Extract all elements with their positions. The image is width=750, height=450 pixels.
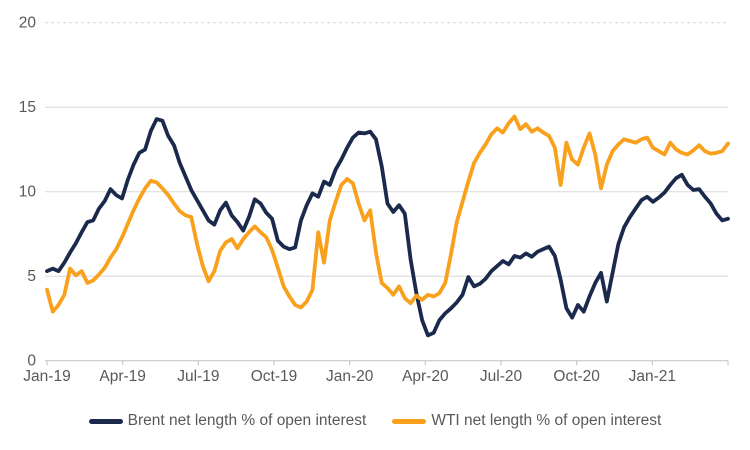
legend-item-wti: WTI net length % of open interest xyxy=(392,412,661,430)
legend-item-brent: Brent net length % of open interest xyxy=(88,412,367,430)
brent-line-swatch xyxy=(88,418,123,424)
x-tick-label: Oct-19 xyxy=(251,368,298,385)
y-tick-label: 0 xyxy=(27,353,36,370)
x-tick-label: Jul-20 xyxy=(480,368,523,385)
x-tick-label: Jan-21 xyxy=(629,368,676,385)
brent-series-line xyxy=(45,117,730,338)
wti-line-swatch xyxy=(392,418,427,424)
brent-legend-label: Brent net length % of open interest xyxy=(127,412,367,429)
wti-series-line xyxy=(45,114,730,314)
wti-legend-label: WTI net length % of open interest xyxy=(431,412,662,429)
chart-area: Jan-19 Apr-19 Jul-19 Oct-19 Jan-20 Apr-20 Jul-… xyxy=(19,15,730,385)
x-tick-label: Jan-19 xyxy=(23,368,70,385)
net-length-line-chart: Jan-19 Apr-19 Jul-19 Oct-19 Jan-20 Apr-20 Jul-… xyxy=(19,15,730,385)
y-tick-label: 10 xyxy=(19,184,37,201)
x-tick-label: Oct-20 xyxy=(553,368,600,385)
y-tick-label: 5 xyxy=(27,268,36,285)
y-tick-label: 20 xyxy=(19,15,37,32)
x-tick-label: Jan-20 xyxy=(326,368,374,385)
y-tick-label: 15 xyxy=(19,99,36,116)
legend: Brent net length % of open interest WTI … xyxy=(0,412,750,430)
x-tick-label: Apr-20 xyxy=(402,368,449,385)
x-tick-label: Jul-19 xyxy=(177,368,219,385)
x-tick-label: Apr-19 xyxy=(99,368,146,385)
